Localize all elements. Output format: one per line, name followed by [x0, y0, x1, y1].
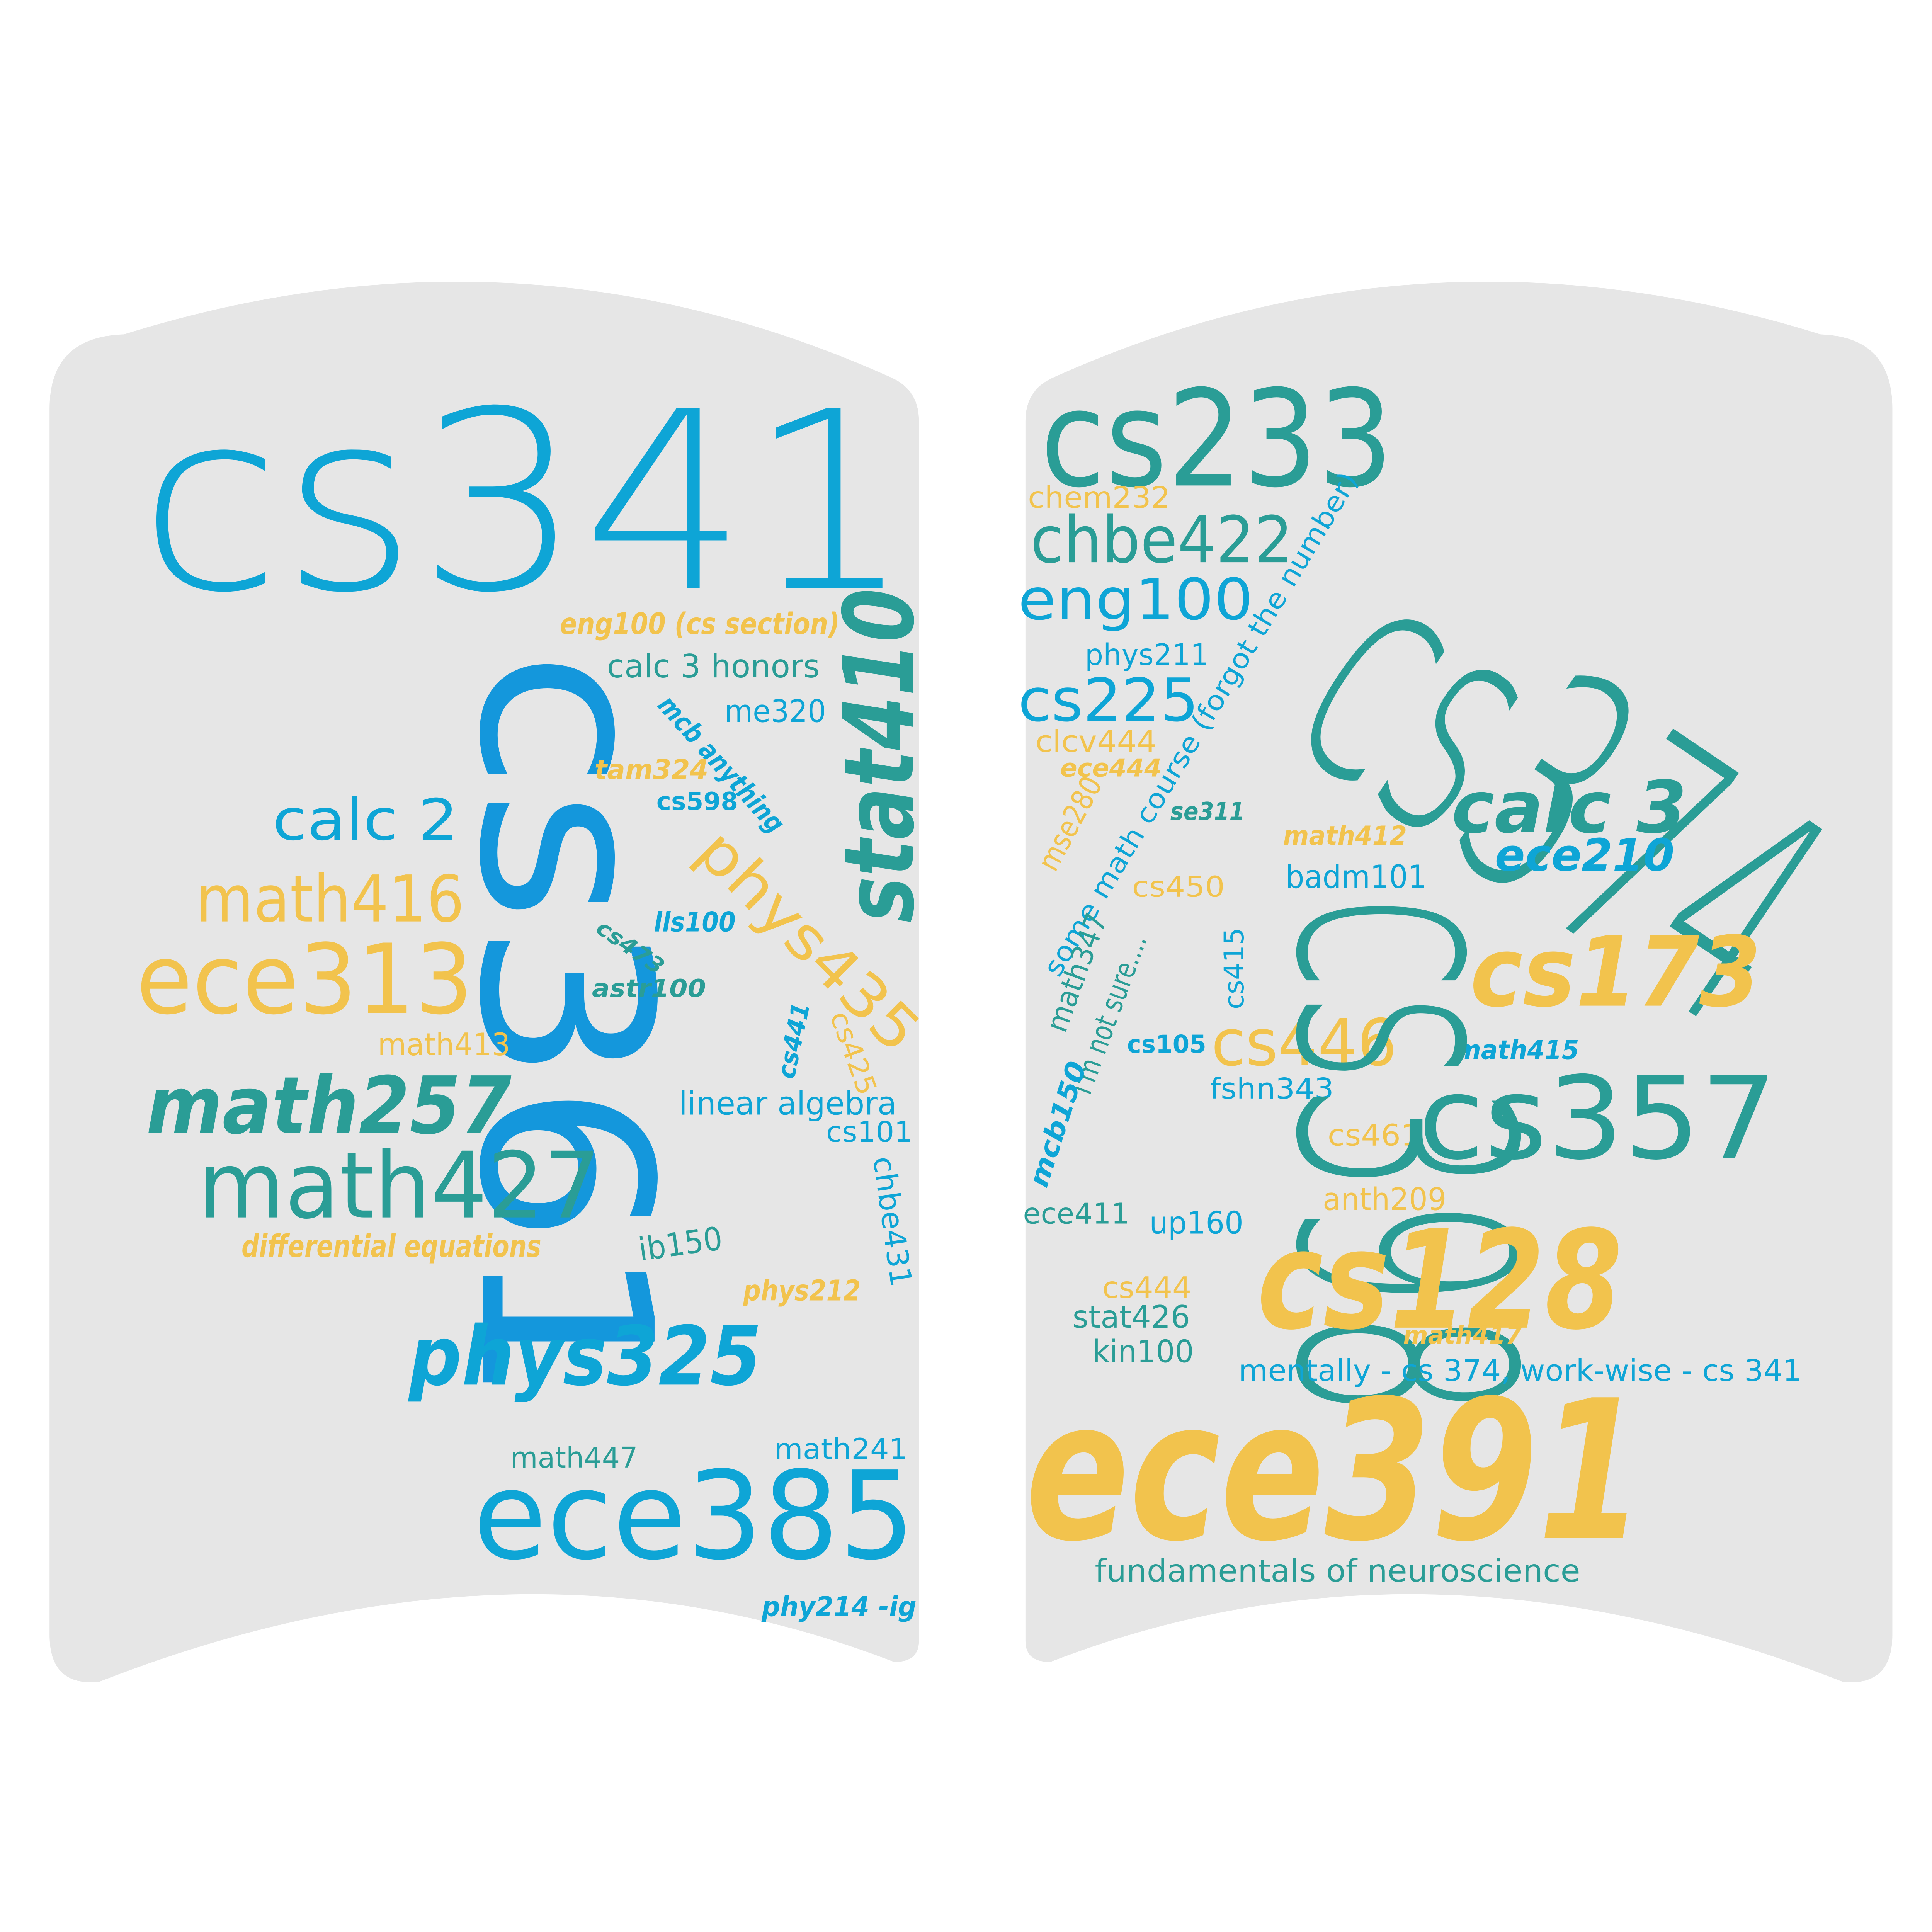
word-ece391: ece391 — [1026, 1359, 1645, 1584]
word-phys212: phys212 — [743, 1274, 861, 1307]
word-cs398: cs398 — [1230, 894, 1576, 1420]
word-ece313: ece313 — [136, 923, 473, 1036]
word-cs341: cs341 — [139, 359, 913, 647]
word-calc-3-honors: calc 3 honors — [607, 648, 820, 685]
word-math257: math257 — [146, 1060, 512, 1152]
word-phy214-ig: phy214 -ig — [761, 1591, 917, 1623]
word-cs105: cs105 — [1127, 1030, 1206, 1059]
word-math415: math415 — [1455, 1035, 1579, 1065]
word-phys325: phys325 — [408, 1309, 762, 1404]
word-stat426: stat426 — [1073, 1299, 1190, 1335]
word-cs357: cs357 — [1418, 1052, 1777, 1185]
word-ece444: ece444 — [1060, 754, 1162, 783]
word-clcv444: clcv444 — [1035, 725, 1156, 759]
word-calc-2: calc 2 — [272, 787, 458, 853]
word-math412: math412 — [1283, 821, 1407, 851]
word-cs225: cs225 — [1018, 666, 1199, 735]
word-ece411: ece411 — [1023, 1198, 1129, 1231]
word-mentally-cs374-workwise-cs341: mentally - cs 374, work-wise - cs 341 — [1238, 1354, 1802, 1388]
word-stat410: stat410 — [823, 588, 935, 922]
word-fundamentals-of-neuroscience: fundamentals of neuroscience — [1095, 1553, 1580, 1589]
word-up160: up160 — [1149, 1205, 1243, 1241]
word-cs361: cs361 — [427, 650, 701, 1406]
right-book-page — [1025, 281, 1893, 1682]
word-anth209: anth209 — [1323, 1181, 1447, 1217]
word-kin100: kin100 — [1092, 1334, 1194, 1370]
word-cs101: cs101 — [826, 1116, 913, 1149]
word-astr100: astr100 — [592, 975, 706, 1003]
word-math417: math417 — [1403, 1321, 1522, 1350]
word-se311: se311 — [1170, 798, 1245, 826]
word-eng100: eng100 — [1018, 566, 1253, 633]
word-cs128: cs128 — [1257, 1202, 1622, 1360]
word-linear-algebra: linear algebra — [679, 1085, 896, 1122]
word-ece210: ece210 — [1495, 830, 1675, 881]
word-math416: math416 — [196, 862, 464, 937]
word-cs461: cs461 — [1328, 1119, 1420, 1153]
word-cs450: cs450 — [1132, 871, 1225, 904]
word-math413: math413 — [378, 1027, 510, 1063]
word-lls100: lls100 — [654, 906, 736, 938]
word-cs415: cs415 — [1218, 928, 1250, 1010]
word-badm101: badm101 — [1286, 858, 1427, 896]
word-tam324: tam324 — [594, 754, 708, 786]
word-phys211: phys211 — [1085, 638, 1209, 672]
word-ece385: ece385 — [473, 1446, 915, 1587]
word-differential-equations: differential equations — [242, 1228, 541, 1264]
word-cs446: cs446 — [1211, 1005, 1397, 1080]
left-book-page — [49, 281, 919, 1682]
word-cs233: cs233 — [1040, 361, 1393, 517]
word-cs173: cs173 — [1470, 916, 1761, 1029]
word-eng100-cs-section: eng100 (cs section) — [560, 607, 840, 641]
word-calc-3: calc 3 — [1451, 765, 1687, 849]
word-me320: me320 — [724, 694, 826, 730]
word-chem232: chem232 — [1028, 481, 1170, 515]
word-chbe422: chbe422 — [1031, 503, 1293, 578]
word-fshn343: fshn343 — [1210, 1073, 1334, 1105]
word-math447: math447 — [510, 1442, 638, 1475]
word-cs598: cs598 — [656, 787, 738, 816]
word-math427: math427 — [198, 1133, 601, 1239]
word-cs444: cs444 — [1102, 1271, 1192, 1305]
word-math241: math241 — [774, 1433, 908, 1466]
